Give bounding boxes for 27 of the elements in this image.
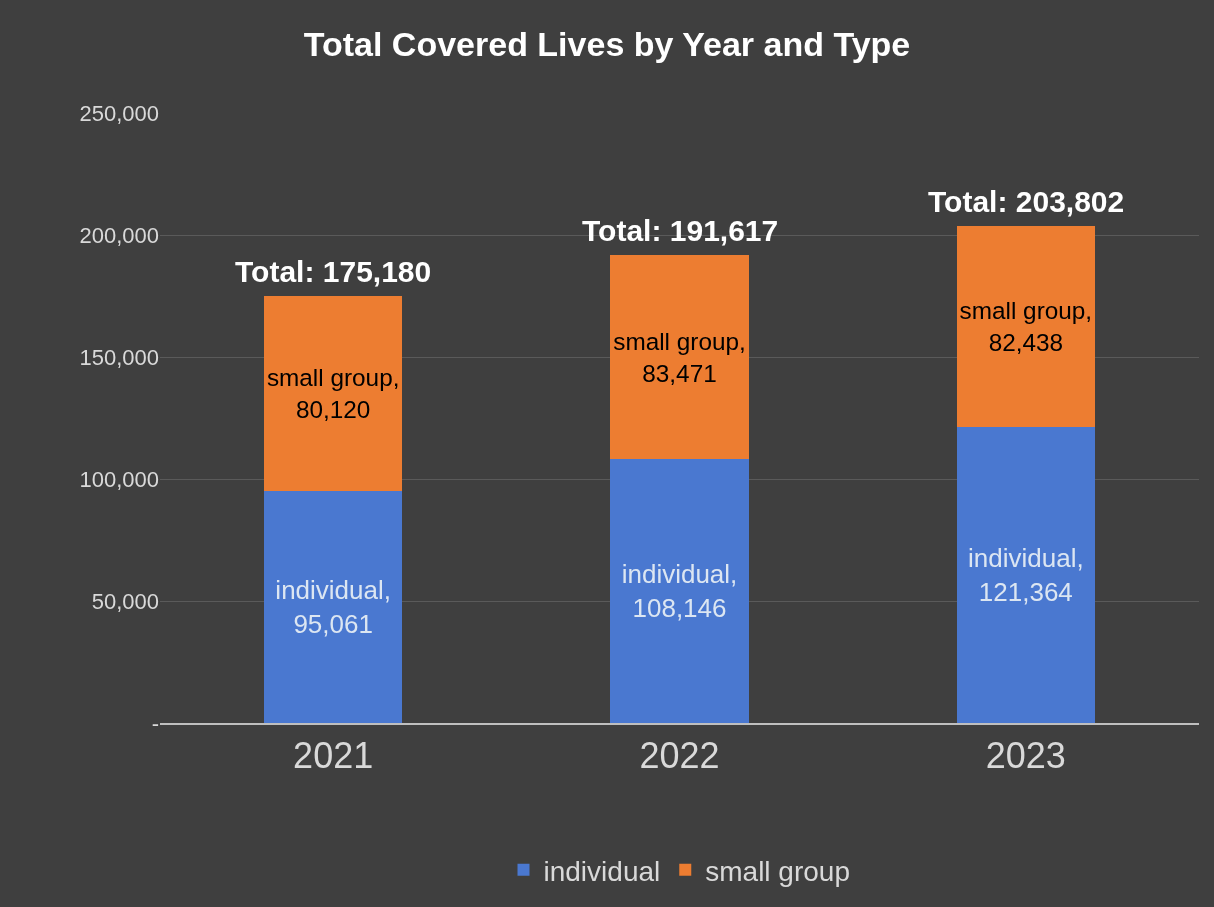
y-tick-label: 250,000 bbox=[79, 100, 159, 126]
data-label: small group, 80,120 bbox=[266, 363, 400, 423]
chart-title: Total Covered Lives by Year and Type bbox=[303, 24, 911, 63]
y-tick-label: 150,000 bbox=[79, 344, 159, 370]
y-tick-label: 50,000 bbox=[91, 588, 159, 614]
bar bbox=[610, 459, 749, 723]
total-label: Total: 191,617 bbox=[582, 214, 779, 247]
x-tick-label: 2021 bbox=[293, 734, 374, 776]
data-label: small group, 83,471 bbox=[613, 327, 746, 387]
bar bbox=[263, 295, 403, 492]
legend-label: individual bbox=[543, 855, 661, 887]
legend-label: small group bbox=[705, 855, 850, 887]
y-tick-label: 100,000 bbox=[79, 466, 159, 492]
bar bbox=[263, 491, 403, 723]
total-label: Total: 175,180 bbox=[235, 255, 432, 288]
data-label: small group, 82,438 bbox=[959, 296, 1093, 356]
data-label: individual, 95,061 bbox=[275, 575, 391, 639]
bar bbox=[610, 255, 749, 460]
x-tick-label: 2022 bbox=[639, 734, 720, 776]
total-label: Total: 203,802 bbox=[928, 185, 1125, 218]
data-label: individual, 108,146 bbox=[621, 559, 738, 623]
x-tick-label: 2023 bbox=[985, 734, 1066, 776]
y-tick-label: - bbox=[151, 710, 159, 736]
bar bbox=[956, 426, 1096, 723]
data-label: individual, 121,364 bbox=[968, 543, 1084, 607]
bar bbox=[956, 225, 1096, 427]
y-tick-label: 200,000 bbox=[79, 222, 159, 248]
